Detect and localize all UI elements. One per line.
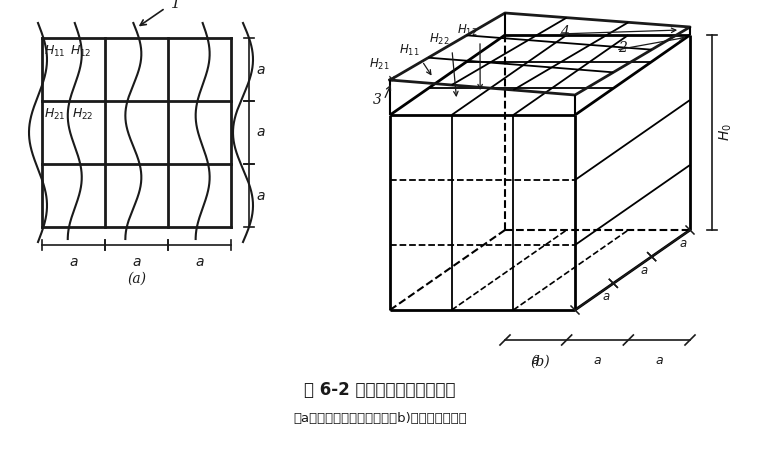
Text: $a$: $a$ xyxy=(679,237,687,250)
Text: $a$: $a$ xyxy=(641,264,649,277)
Text: $H_{12}$: $H_{12}$ xyxy=(458,23,478,38)
Text: 4: 4 xyxy=(560,25,569,39)
Text: 1: 1 xyxy=(172,0,181,11)
Text: (a): (a) xyxy=(127,272,146,286)
Text: $a$: $a$ xyxy=(68,255,78,269)
Text: $a$: $a$ xyxy=(531,354,540,367)
Text: $H_{11}$: $H_{11}$ xyxy=(44,44,65,59)
Text: $H_0$: $H_0$ xyxy=(718,123,734,141)
Text: $H_{11}$: $H_{11}$ xyxy=(400,43,420,58)
Text: （a）地形图上划分方格；（b)设计标高示意图: （a）地形图上划分方格；（b)设计标高示意图 xyxy=(293,411,467,424)
Text: $a$: $a$ xyxy=(195,255,204,269)
Text: $a$: $a$ xyxy=(131,255,141,269)
Text: $a$: $a$ xyxy=(256,126,265,140)
Text: $H_{22}$: $H_{22}$ xyxy=(429,32,450,47)
Text: $a$: $a$ xyxy=(256,189,265,202)
Text: $H_{22}$: $H_{22}$ xyxy=(72,107,93,122)
Text: $a$: $a$ xyxy=(593,354,602,367)
Text: (b): (b) xyxy=(530,355,549,369)
Text: 3: 3 xyxy=(373,93,382,107)
Text: $a$: $a$ xyxy=(256,62,265,76)
Text: $H_{21}$: $H_{21}$ xyxy=(369,57,390,72)
Text: $a$: $a$ xyxy=(602,290,610,303)
Text: $a$: $a$ xyxy=(655,354,663,367)
Text: 图 6-2 场地设计标高计算简图: 图 6-2 场地设计标高计算简图 xyxy=(304,381,456,399)
Text: $H_{21}$: $H_{21}$ xyxy=(44,107,65,122)
Text: $H_{12}$: $H_{12}$ xyxy=(70,44,91,59)
Text: 2: 2 xyxy=(618,41,627,55)
